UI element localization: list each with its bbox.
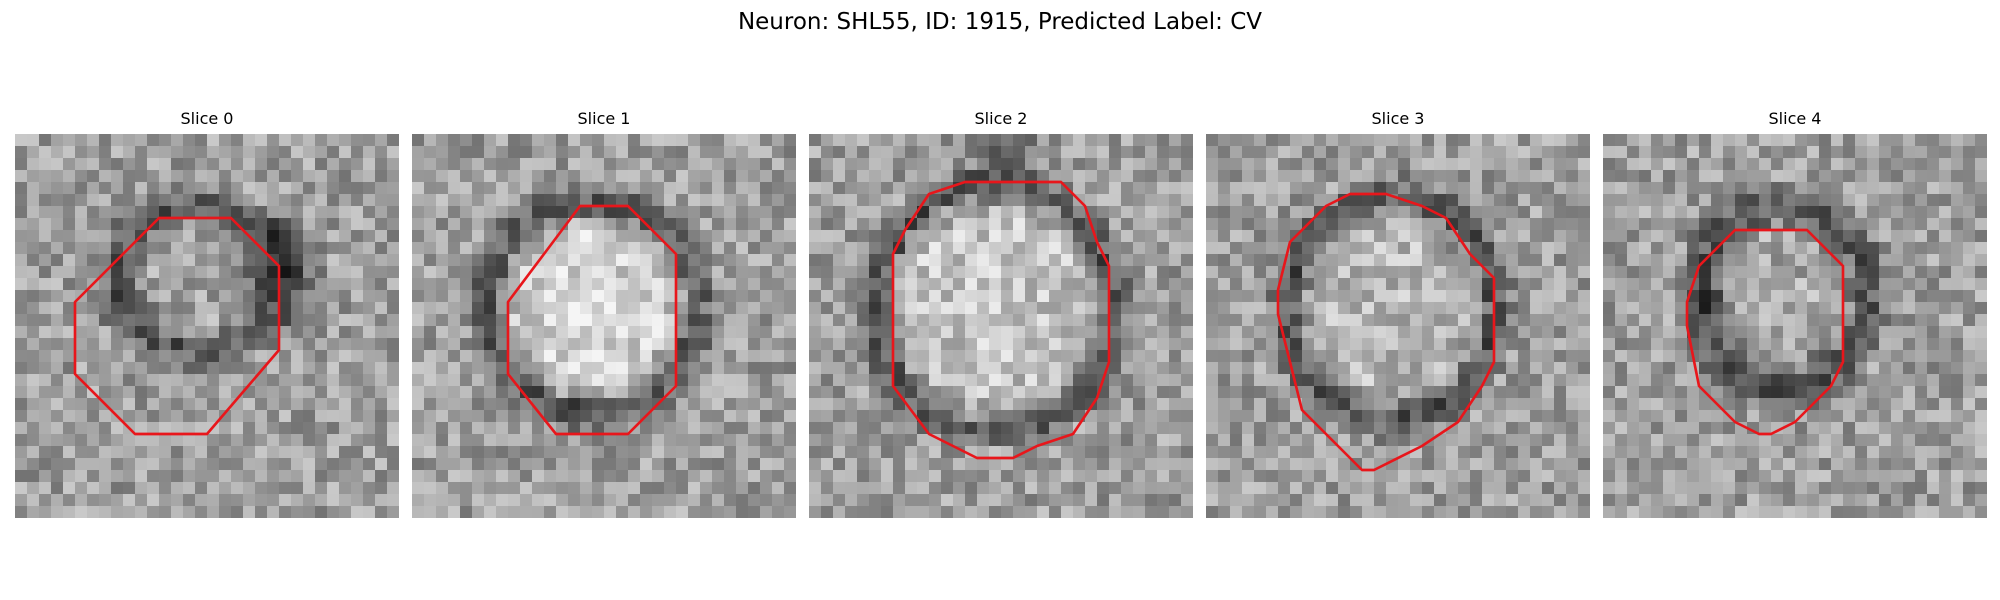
slice-image-1 [412,134,796,518]
slice-panel-1: Slice 1 [412,108,796,518]
slice-title-0: Slice 0 [180,109,234,128]
slice-title-3: Slice 3 [1371,109,1425,128]
segmentation-contour [1276,192,1496,472]
segmentation-contour [506,204,678,436]
slice-image-3 [1206,134,1590,518]
slice-panel-3: Slice 3 [1206,108,1590,518]
segmentation-contour [891,180,1111,460]
slice-panel-0: Slice 0 [15,108,399,518]
slice-panel-4: Slice 4 [1603,108,1987,518]
segmentation-contour [73,216,281,436]
slice-image-4 [1603,134,1987,518]
slice-panel-2: Slice 2 [809,108,1193,518]
slice-image-0 [15,134,399,518]
figure-title: Neuron: SHL55, ID: 1915, Predicted Label… [737,9,1263,35]
slice-image-2 [809,134,1193,518]
slice-title-1: Slice 1 [577,109,631,128]
segmentation-contour [1685,228,1845,436]
slice-title-2: Slice 2 [974,109,1028,128]
slice-title-4: Slice 4 [1768,109,1822,128]
